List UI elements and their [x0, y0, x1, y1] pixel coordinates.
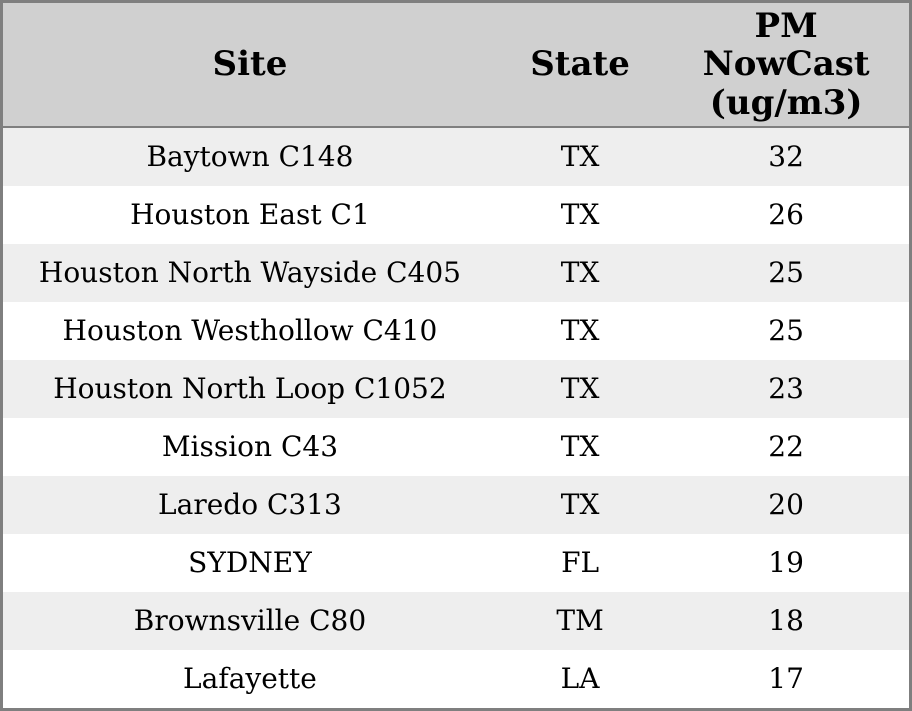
state-cell: TX: [560, 198, 600, 231]
site-cell: SYDNEY: [188, 546, 312, 579]
state-cell: TX: [560, 256, 600, 289]
state-cell: TX: [560, 314, 600, 347]
table-row: Baytown C148 TX 32: [1, 127, 911, 186]
site-cell: Laredo C313: [158, 488, 342, 521]
state-cell: FL: [561, 546, 600, 579]
site-cell: Houston North Wayside C405: [38, 256, 461, 289]
column-header-site-label: Site: [212, 44, 288, 85]
table-header: Site State PM NowCast (ug/m3): [1, 1, 911, 128]
site-cell: Houston North Loop C1052: [53, 372, 447, 405]
table-row: SYDNEY FL 19: [1, 534, 911, 592]
header-row: Site State PM NowCast (ug/m3): [1, 1, 911, 128]
column-header-pm-nowcast: PM NowCast (ug/m3): [663, 1, 911, 128]
column-header-site: Site: [1, 1, 497, 128]
site-cell: Baytown C148: [146, 140, 354, 173]
state-cell: TX: [560, 372, 600, 405]
pm-nowcast-cell: 20: [768, 488, 804, 521]
pm-nowcast-cell: 18: [768, 604, 804, 637]
pm-nowcast-cell: 23: [768, 372, 804, 405]
pm-nowcast-cell: 26: [768, 198, 804, 231]
table-row: Mission C43 TX 22: [1, 418, 911, 476]
pm-nowcast-cell: 25: [768, 314, 804, 347]
site-cell: Mission C43: [161, 430, 339, 463]
column-header-pm-nowcast-label: PM NowCast (ug/m3): [702, 6, 870, 123]
table-row: Houston East C1 TX 26: [1, 186, 911, 244]
site-cell: Lafayette: [183, 662, 317, 695]
table-body: Baytown C148 TX 32 Houston East C1 TX 26…: [1, 127, 911, 710]
state-cell: LA: [560, 662, 600, 695]
pm-nowcast-cell: 22: [768, 430, 804, 463]
pm-nowcast-cell: 19: [768, 546, 804, 579]
pm-nowcast-cell: 25: [768, 256, 804, 289]
site-cell: Houston Westhollow C410: [62, 314, 438, 347]
state-cell: TX: [560, 488, 600, 521]
table-row: Houston North Loop C1052 TX 23: [1, 360, 911, 418]
table-row: Lafayette LA 17: [1, 650, 911, 710]
column-header-state-label: State: [530, 44, 630, 85]
table-row: Laredo C313 TX 20: [1, 476, 911, 534]
column-header-state: State: [496, 1, 664, 128]
site-cell: Houston East C1: [130, 198, 370, 231]
pm-nowcast-cell: 17: [768, 662, 804, 695]
table-row: Houston Westhollow C410 TX 25: [1, 302, 911, 360]
state-cell: TX: [560, 430, 600, 463]
pm-nowcast-cell: 32: [768, 140, 804, 173]
state-cell: TM: [556, 604, 604, 637]
site-cell: Brownsville C80: [133, 604, 367, 637]
state-cell: TX: [560, 140, 600, 173]
table-row: Brownsville C80 TM 18: [1, 592, 911, 650]
table-row: Houston North Wayside C405 TX 25: [1, 244, 911, 302]
